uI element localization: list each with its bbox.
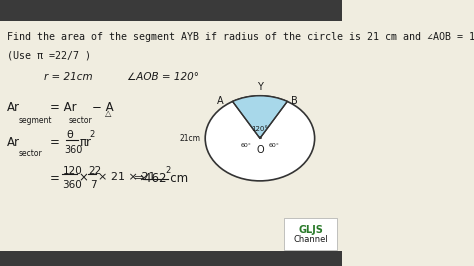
Text: 462 cm: 462 cm <box>144 172 188 185</box>
Text: sector: sector <box>68 116 92 125</box>
Text: △: △ <box>105 109 112 118</box>
Text: r = 21cm: r = 21cm <box>45 72 93 82</box>
Text: 60°: 60° <box>268 143 279 148</box>
Wedge shape <box>233 96 287 138</box>
Text: ⇒: ⇒ <box>133 172 144 185</box>
Text: =: = <box>50 136 59 149</box>
Text: (Use π =22/7 ): (Use π =22/7 ) <box>7 51 91 61</box>
Text: GLJS: GLJS <box>298 225 323 235</box>
Text: Ar: Ar <box>7 136 20 149</box>
Text: sector: sector <box>19 149 43 158</box>
Text: Find the area of the segment AYB if radius of the circle is 21 cm and ∠AOB = 120: Find the area of the segment AYB if radi… <box>7 32 474 42</box>
Text: B: B <box>291 97 298 106</box>
Text: 2: 2 <box>90 130 95 139</box>
Circle shape <box>205 96 315 181</box>
FancyBboxPatch shape <box>284 218 337 250</box>
Text: 7: 7 <box>90 180 97 190</box>
Text: 120°: 120° <box>252 126 268 132</box>
Text: 360: 360 <box>64 145 82 155</box>
Text: = Ar: = Ar <box>50 101 76 114</box>
Text: ∠AOB = 120°: ∠AOB = 120° <box>127 72 199 82</box>
Text: O: O <box>256 145 264 155</box>
Text: × 21 × 21: × 21 × 21 <box>98 172 155 182</box>
Text: 120: 120 <box>63 166 83 176</box>
Text: ×: × <box>78 172 88 185</box>
Text: 60°: 60° <box>240 143 251 148</box>
Text: 360: 360 <box>62 180 82 190</box>
Text: 22: 22 <box>88 166 101 176</box>
FancyBboxPatch shape <box>0 0 342 21</box>
Text: θ: θ <box>67 130 73 140</box>
Text: Ar: Ar <box>7 101 20 114</box>
Text: Y: Y <box>257 82 263 92</box>
Text: πr: πr <box>80 136 91 149</box>
Text: segment: segment <box>19 116 52 125</box>
Text: 2: 2 <box>165 166 171 175</box>
Text: =: = <box>50 172 59 185</box>
Text: Channel: Channel <box>293 235 328 244</box>
Text: A: A <box>218 97 224 106</box>
FancyBboxPatch shape <box>0 251 342 266</box>
Text: 21cm: 21cm <box>179 134 200 143</box>
Text: − A: − A <box>92 101 114 114</box>
